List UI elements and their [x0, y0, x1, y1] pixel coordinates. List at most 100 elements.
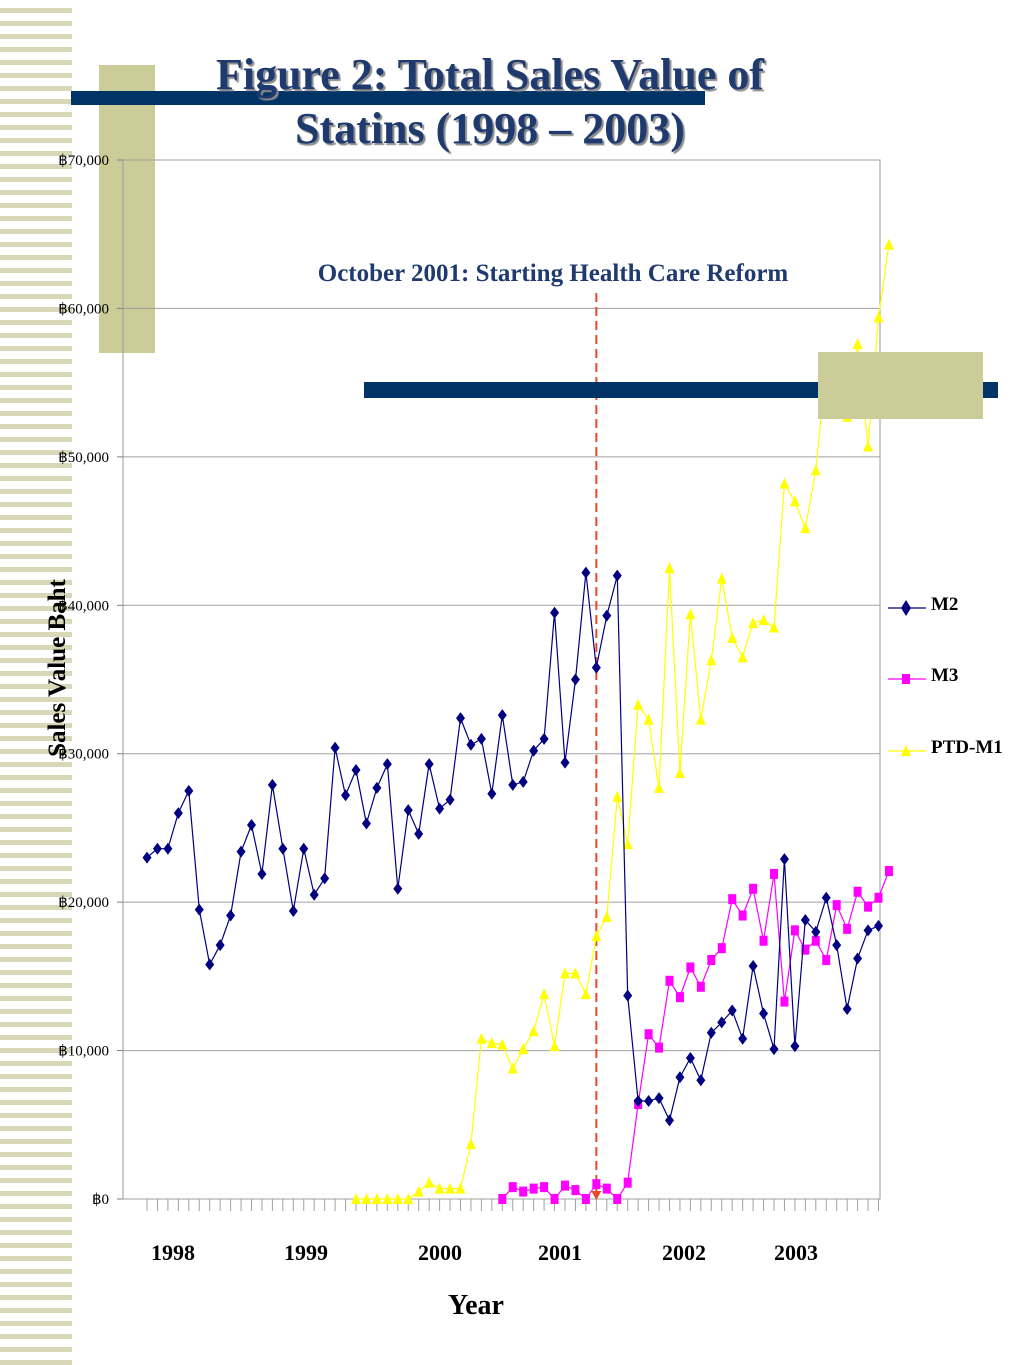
stripe [0, 73, 72, 78]
data-point-m2 [863, 924, 873, 937]
stripe [0, 1321, 72, 1326]
data-point-m2 [821, 891, 831, 904]
legend-label-ptd-m1: PTD-M1 [931, 737, 1003, 758]
chart-title-line-1: Figure 2: Total Sales Value of [215, 50, 765, 99]
data-point-ptd-m1 [455, 1182, 466, 1194]
stripe [0, 567, 72, 572]
data-point-m3 [780, 996, 789, 1007]
stripe [0, 619, 72, 624]
data-point-m2 [696, 1074, 706, 1087]
data-point-m3 [519, 1186, 528, 1197]
stripe [0, 372, 72, 377]
data-point-m2 [393, 882, 403, 895]
data-point-m2 [330, 741, 340, 754]
data-point-m2 [288, 905, 298, 918]
stripe [0, 1230, 72, 1235]
chart-title-line-2: Statins (1998 – 2003) [295, 104, 685, 153]
stripe [0, 138, 72, 143]
stripe [0, 970, 72, 975]
data-point-ptd-m1 [643, 713, 654, 725]
stripe [0, 1191, 72, 1196]
data-point-m2 [717, 1016, 727, 1029]
stripe [0, 1295, 72, 1300]
data-point-ptd-m1 [654, 781, 665, 793]
data-point-m2 [247, 818, 256, 831]
data-point-m2 [602, 609, 612, 622]
stripe [0, 593, 72, 598]
data-point-m3 [665, 975, 674, 986]
stripe [0, 203, 72, 208]
data-point-m2 [790, 1040, 800, 1053]
data-point-m2 [591, 661, 601, 674]
stripe [0, 1334, 72, 1339]
data-point-ptd-m1 [737, 651, 748, 663]
data-point-m2 [832, 939, 842, 952]
stripe [0, 489, 72, 494]
legend-label-m2: M2 [931, 594, 959, 615]
x-tick-label: 2002 [662, 1240, 706, 1265]
stripe [0, 1022, 72, 1027]
data-point-m2 [853, 952, 863, 965]
stripe [0, 1139, 72, 1144]
data-point-ptd-m1 [361, 1193, 372, 1204]
data-point-m3 [561, 1180, 569, 1191]
stripe [0, 307, 72, 312]
x-tick-label: 2000 [418, 1240, 462, 1265]
decorative-tan-block-right [818, 352, 983, 419]
stripe [0, 1061, 72, 1066]
data-point-ptd-m1 [528, 1025, 539, 1037]
data-point-m3 [529, 1183, 538, 1194]
stripe [0, 697, 72, 702]
data-point-m3 [696, 981, 705, 992]
data-point-m2 [351, 764, 361, 777]
stripe [0, 996, 72, 1001]
stripe [0, 957, 72, 962]
stripe [0, 424, 72, 429]
stripe [0, 1009, 72, 1014]
x-tick-label: 1999 [284, 1240, 328, 1265]
data-point-ptd-m1 [539, 988, 550, 1000]
stripe [0, 1204, 72, 1209]
data-point-m3 [801, 944, 810, 955]
stripe [0, 944, 72, 949]
data-point-m2 [320, 872, 330, 885]
data-point-m2 [842, 1003, 852, 1016]
data-point-m2 [215, 939, 225, 952]
data-point-m3 [811, 935, 820, 946]
data-point-m2 [487, 787, 497, 800]
stripe [0, 112, 72, 117]
data-point-m2 [529, 744, 539, 757]
stripe [0, 8, 72, 13]
stripe [0, 1126, 72, 1131]
stripe [0, 866, 72, 871]
data-point-m2 [550, 606, 560, 619]
data-point-m3 [675, 992, 684, 1003]
legend-label-m3: M3 [931, 665, 959, 686]
data-point-m2 [612, 569, 622, 582]
series-line-m2 [146, 572, 879, 1123]
stripe [0, 99, 72, 104]
stripe [0, 463, 72, 468]
stripe [0, 1360, 72, 1365]
stripe [0, 736, 72, 741]
stripe [0, 60, 72, 65]
data-point-ptd-m1 [570, 967, 581, 979]
data-point-m2 [727, 1004, 737, 1017]
stripe [0, 125, 72, 130]
data-point-m2 [675, 1071, 685, 1084]
data-point-m3 [749, 883, 758, 894]
stripe [0, 879, 72, 884]
stripe [0, 242, 72, 247]
data-point-m2 [361, 817, 371, 830]
stripe [0, 1152, 72, 1157]
data-point-ptd-m1 [769, 621, 779, 633]
stripe [0, 1100, 72, 1105]
stripe [0, 47, 72, 52]
stripe [0, 21, 72, 26]
decorative-tan-block-left [99, 65, 155, 353]
data-point-m3 [508, 1182, 517, 1193]
y-axis-label: Sales Value Baht [44, 579, 71, 757]
data-point-m2 [665, 1114, 674, 1127]
data-point-m3 [717, 943, 726, 954]
stripe [0, 1178, 72, 1183]
